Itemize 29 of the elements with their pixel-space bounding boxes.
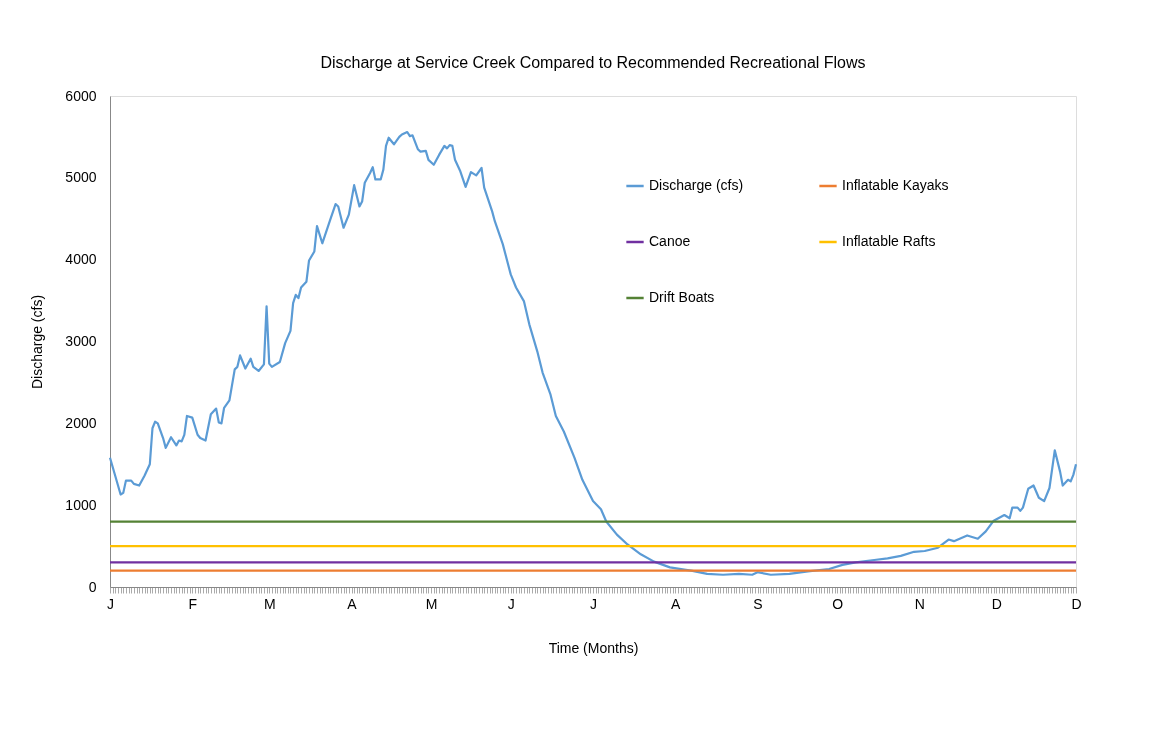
- y-tick-label: 5000: [65, 169, 97, 186]
- x-tick-label: M: [263, 595, 276, 612]
- x-tick-label: F: [188, 595, 198, 612]
- chart-title: Discharge at Service Creek Compared to Recommended Recreational Flows: [320, 54, 866, 71]
- y-axis-title: Discharge (cfs): [29, 294, 46, 390]
- legend-label: Canoe: [649, 233, 691, 249]
- x-tick-label: D: [1071, 595, 1082, 612]
- x-tick-label: A: [671, 595, 682, 612]
- legend-label: Inflatable Kayaks: [842, 177, 949, 193]
- x-tick-label: J: [590, 595, 597, 612]
- x-tick-label: M: [425, 595, 438, 612]
- y-tick-label: 6000: [65, 87, 97, 104]
- x-tick-label: J: [507, 595, 515, 612]
- y-tick-label: 1000: [65, 496, 97, 513]
- x-tick-label: S: [753, 595, 763, 612]
- y-tick-label: 4000: [65, 251, 97, 268]
- legend-label: Inflatable Rafts: [842, 233, 936, 249]
- line-series: [108, 130, 1078, 576]
- x-tick-label: N: [914, 595, 925, 612]
- x-tick-label: J: [107, 595, 114, 612]
- x-tick-label: A: [347, 595, 358, 612]
- x-tick-label: D: [991, 595, 1002, 612]
- legend-label: Drift Boats: [649, 289, 715, 305]
- y-tick-label: 3000: [65, 333, 97, 349]
- y-tick-label: 2000: [65, 414, 97, 431]
- y-tick-label: 0: [88, 578, 97, 595]
- legend-label: Discharge (cfs): [649, 177, 744, 193]
- x-axis-title: Time (Months): [548, 639, 639, 656]
- x-tick-label: O: [832, 595, 844, 612]
